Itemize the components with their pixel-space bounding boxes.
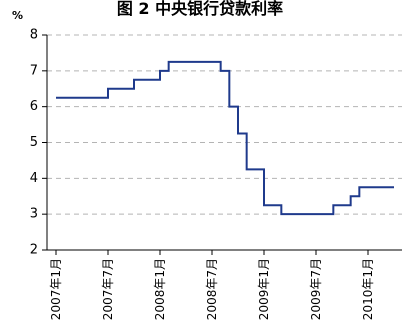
y-tick-label: 5 bbox=[30, 135, 38, 150]
y-unit-label: % bbox=[12, 9, 23, 22]
x-tick-label: 2008年7月 bbox=[205, 258, 219, 320]
y-tick-label: 8 bbox=[30, 28, 38, 43]
x-axis-ticks: 2007年1月 2007年7月 2008年1月 2008年7月 2009年1月 2009年… bbox=[49, 250, 375, 320]
x-tick-label: 2010年1月 bbox=[361, 258, 375, 320]
x-tick-label: 2007年1月 bbox=[49, 258, 63, 320]
y-tick-label: 3 bbox=[30, 207, 38, 222]
gridlines bbox=[47, 34, 402, 215]
x-tick-label: 2009年1月 bbox=[257, 258, 271, 320]
x-tick-label: 2009年7月 bbox=[309, 258, 323, 320]
y-axis-ticks: 2 3 4 5 6 7 8 bbox=[30, 28, 47, 258]
y-tick-label: 6 bbox=[30, 99, 38, 114]
x-tick-label: 2008年1月 bbox=[153, 258, 167, 320]
series-line bbox=[56, 60, 394, 216]
y-tick-label: 2 bbox=[30, 243, 38, 258]
x-tick-label: 2007年7月 bbox=[101, 258, 115, 320]
y-tick-label: 7 bbox=[30, 63, 38, 78]
y-tick-label: 4 bbox=[30, 171, 38, 186]
chart-title: 图 2 中央银行贷款利率 bbox=[117, 0, 283, 18]
series-layer bbox=[56, 60, 394, 216]
